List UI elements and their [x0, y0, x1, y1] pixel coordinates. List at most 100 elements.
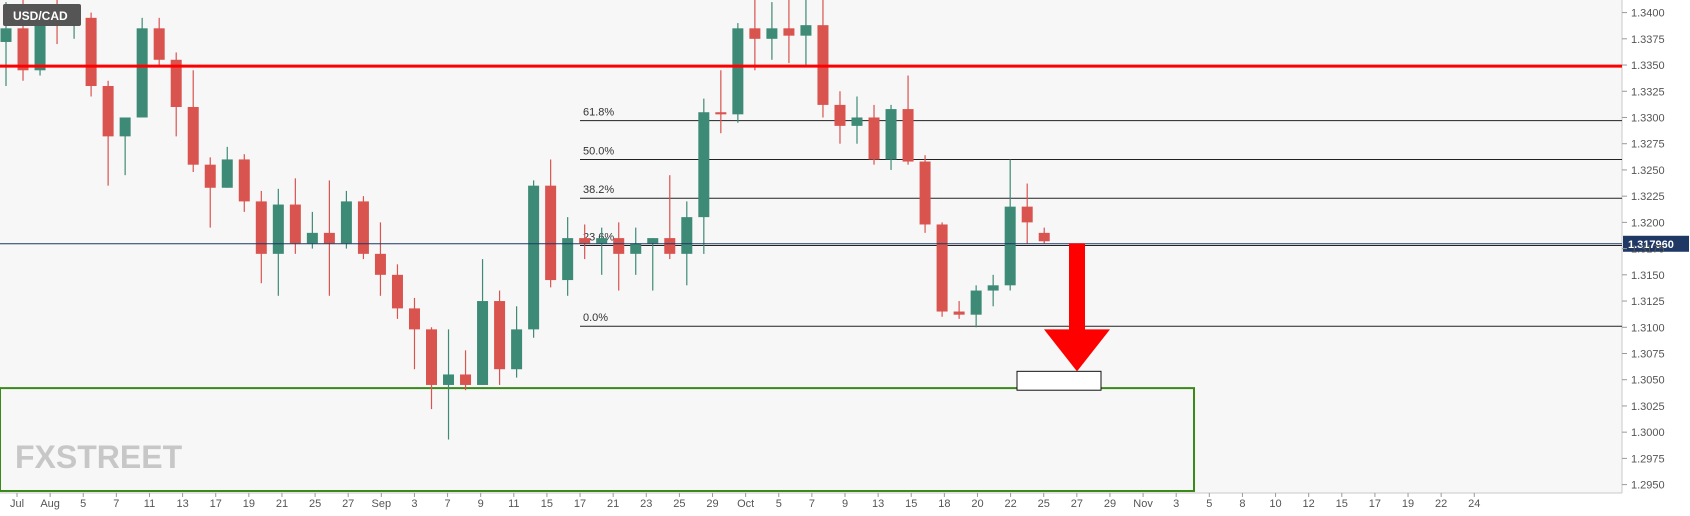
y-tick-label: 1.3125	[1631, 296, 1665, 308]
candle-body	[511, 329, 523, 370]
candle	[187, 70, 199, 173]
candle-body	[0, 28, 12, 42]
y-tick-label: 1.2950	[1631, 480, 1665, 492]
x-tick-label: 25	[309, 498, 321, 510]
candle-body	[204, 164, 216, 188]
candle-body	[238, 159, 250, 202]
candle	[511, 306, 523, 378]
fib-level-label: 0.0%	[583, 312, 608, 324]
candle-body	[153, 28, 165, 60]
candle	[545, 159, 557, 288]
y-tick-label: 1.3050	[1631, 375, 1665, 387]
x-tick-label: 11	[508, 498, 519, 510]
candle-body	[613, 238, 625, 254]
x-tick-label: 19	[1402, 498, 1414, 510]
candle-body	[357, 201, 369, 254]
x-tick-label: 7	[809, 498, 815, 510]
candle-body	[289, 204, 301, 244]
x-tick-label: 5	[1206, 498, 1212, 510]
candle	[613, 222, 625, 291]
y-tick-label: 1.3300	[1631, 112, 1665, 124]
candle-body	[919, 161, 931, 225]
candle-body	[170, 59, 182, 107]
x-tick-label: 11	[144, 498, 155, 510]
candle	[749, 0, 761, 71]
candle	[562, 217, 574, 296]
x-tick-label: 15	[905, 498, 917, 510]
x-tick-label: 22	[1435, 498, 1447, 510]
candle-body	[340, 201, 352, 244]
candle-body	[34, 7, 46, 71]
candle	[851, 96, 863, 144]
candle	[936, 222, 948, 317]
candle	[204, 157, 216, 228]
candle-body	[477, 301, 489, 385]
x-tick-label: 7	[113, 498, 119, 510]
candle-body	[800, 25, 812, 36]
candle-body	[1038, 232, 1050, 242]
candle	[119, 117, 131, 176]
x-tick-label: 5	[776, 498, 782, 510]
candle	[102, 80, 114, 186]
x-tick-label: 22	[1004, 498, 1016, 510]
fxstreet-logo: FXSTREET	[15, 439, 183, 475]
candle	[987, 274, 999, 307]
candle	[953, 301, 965, 319]
candle	[477, 259, 489, 385]
candle-body	[936, 224, 948, 312]
x-tick-label: 23	[640, 498, 652, 510]
y-tick-label: 1.3250	[1631, 165, 1665, 177]
candle	[323, 180, 335, 296]
candle	[136, 17, 148, 118]
y-tick-label: 1.3100	[1631, 322, 1665, 334]
x-tick-label: 18	[938, 498, 950, 510]
candle-body	[221, 159, 233, 188]
current-price-label: 1.317960	[1628, 239, 1674, 251]
x-tick-label: 21	[276, 498, 288, 510]
x-tick-label: 9	[478, 498, 484, 510]
candle-body	[306, 232, 318, 244]
x-tick-label: Jul	[10, 498, 24, 510]
candle-body	[902, 109, 914, 162]
candle-body	[783, 28, 795, 36]
candle-body	[460, 374, 472, 385]
candle-body	[494, 301, 506, 370]
support-zone	[0, 387, 1195, 492]
candle	[1038, 227, 1050, 244]
candle-body	[749, 28, 761, 39]
y-tick-label: 1.2975	[1631, 453, 1665, 465]
x-tick-label: 7	[444, 498, 450, 510]
candle	[868, 104, 880, 165]
x-tick-label: 8	[1239, 498, 1245, 510]
candle-body	[868, 117, 880, 160]
symbol-label: USD/CAD	[13, 9, 68, 23]
y-tick-label: 1.3400	[1631, 8, 1665, 20]
y-tick-label: 1.3075	[1631, 348, 1665, 360]
candle	[885, 104, 897, 170]
candle	[630, 227, 642, 275]
candle	[494, 290, 506, 385]
candle	[528, 180, 540, 338]
candle	[374, 222, 386, 296]
candle-body	[272, 204, 284, 254]
y-tick-label: 1.3275	[1631, 139, 1665, 151]
candle	[766, 2, 778, 60]
candle-body	[732, 28, 744, 115]
x-tick-label: 25	[673, 498, 685, 510]
candle	[426, 327, 437, 410]
x-tick-label: 5	[80, 498, 86, 510]
current-price-badge	[1623, 235, 1689, 252]
symbol-badge	[3, 4, 81, 26]
x-tick-label: 19	[243, 498, 255, 510]
candle-body	[545, 185, 557, 281]
candle	[919, 155, 931, 233]
x-tick-label: 20	[971, 498, 983, 510]
candle	[596, 227, 608, 275]
candle	[221, 146, 233, 188]
fib-level-label: 61.8%	[583, 107, 614, 119]
x-tick-label: Sep	[372, 498, 392, 510]
x-tick-label: Oct	[737, 498, 754, 510]
x-tick-label: 3	[1173, 498, 1179, 510]
candle	[1021, 183, 1033, 244]
fib-level-label: 38.2%	[583, 184, 614, 196]
